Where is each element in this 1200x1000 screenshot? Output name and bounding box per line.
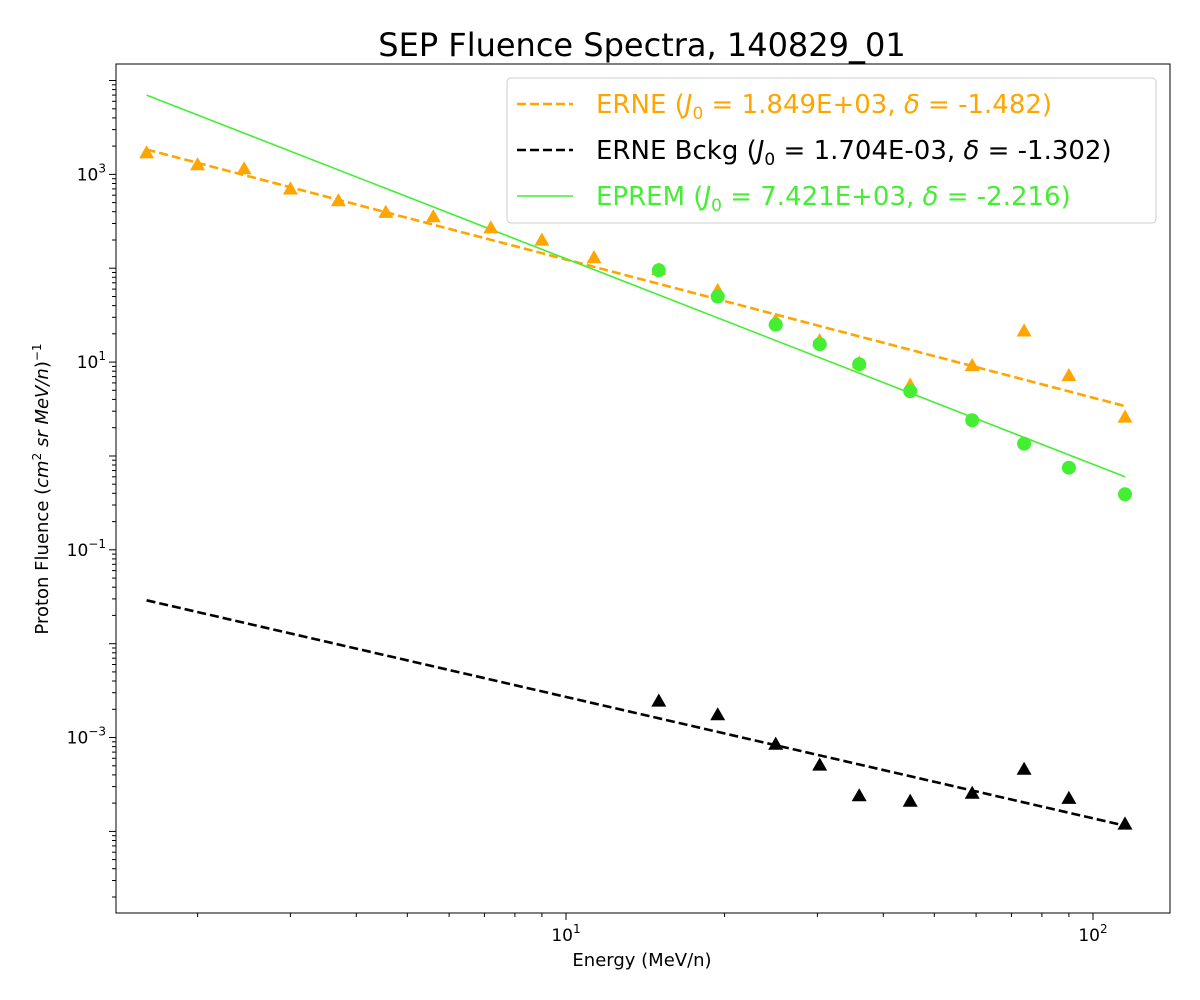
erne-point: [964, 358, 980, 372]
erne-bckg-point: [964, 785, 980, 799]
erne-bckg-point: [710, 707, 726, 721]
x-axis-label: Energy (MeV/n): [572, 950, 711, 971]
y-tick-label: 101: [77, 349, 106, 373]
legend: ERNE (J0 = 1.849E+03, δ = -1.482) ERNE Bc…: [506, 77, 1157, 224]
erne-point: [534, 232, 550, 246]
erne-legend-label: ERNE (J0 = 1.849E+03, δ = -1.482): [596, 90, 1052, 124]
eprem-point: [1118, 487, 1132, 502]
eprem-point: [1061, 460, 1076, 475]
erne-point: [425, 209, 441, 223]
erne-point: [330, 193, 346, 207]
erne-bckg-legend-label: ERNE Bckg (J0 = 1.704E-03, δ = -1.302): [596, 136, 1112, 170]
erne-point: [1061, 368, 1077, 382]
eprem-point: [812, 337, 827, 352]
eprem-point: [710, 289, 725, 304]
eprem-point: [651, 263, 666, 278]
chart-title: SEP Fluence Spectra, 140829_01: [378, 26, 905, 64]
y-axis-ticks: 10−3 10−1 101 103: [67, 80, 116, 898]
erne-bckg-point: [1061, 790, 1077, 804]
y-tick-label: 10−3: [67, 725, 106, 749]
eprem-point: [1017, 436, 1032, 451]
eprem-fit-line: [146, 94, 1126, 478]
eprem-point: [768, 317, 783, 332]
erne-bckg-fit-line: [146, 599, 1126, 827]
x-tick-label: 101: [551, 922, 580, 946]
erne-point: [378, 204, 394, 218]
x-tick-label: 102: [1078, 922, 1107, 946]
erne-point: [190, 157, 206, 171]
plot-area: [139, 94, 1133, 830]
erne-bckg-point: [812, 757, 828, 771]
erne-point: [139, 145, 155, 159]
eprem-point: [903, 384, 918, 399]
y-tick-label: 10−1: [67, 537, 106, 561]
y-axis-label: Proton Fluence (cm2 sr MeV/n)−1: [30, 343, 53, 634]
plot-frame: [115, 63, 1171, 914]
legend-box: [506, 77, 1157, 224]
eprem-legend-label: EPREM (J0 = 7.421E+03, δ = -2.216): [596, 182, 1071, 216]
erne-bckg-point: [902, 793, 918, 807]
erne-point: [483, 220, 499, 234]
erne-point: [282, 181, 298, 195]
erne-point: [586, 250, 602, 264]
erne-bckg-point: [1117, 816, 1133, 830]
x-axis-ticks: 101 102: [197, 913, 1108, 946]
erne-bckg-point: [851, 788, 867, 802]
eprem-point: [965, 413, 980, 428]
erne-bckg-point: [651, 693, 667, 707]
erne-bckg-point: [768, 736, 784, 750]
y-tick-label: 103: [77, 161, 106, 185]
erne-point: [1016, 323, 1032, 337]
erne-point: [236, 161, 252, 175]
eprem-point: [852, 357, 867, 372]
erne-point: [1117, 409, 1133, 423]
erne-bckg-point: [1016, 761, 1032, 775]
